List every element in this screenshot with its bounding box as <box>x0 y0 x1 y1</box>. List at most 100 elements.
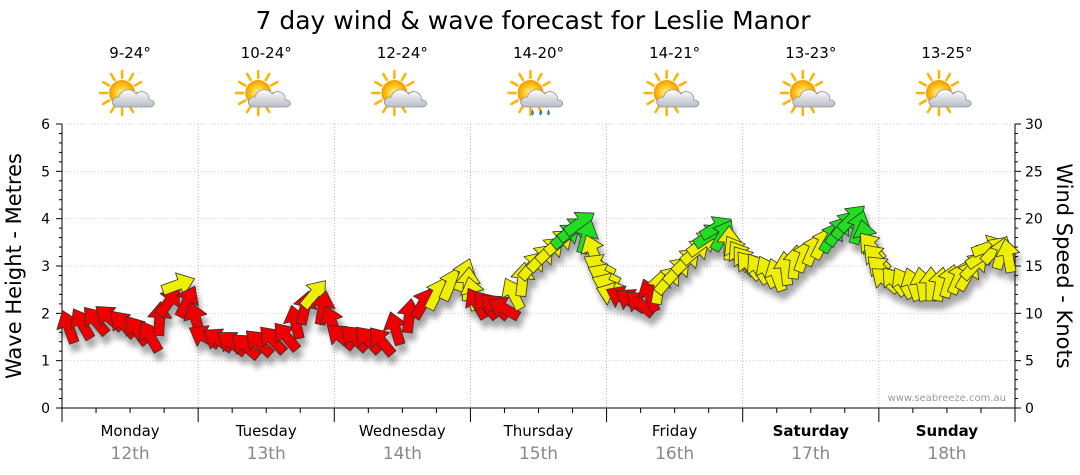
sun-ray <box>654 104 661 114</box>
sun-ray <box>237 99 247 106</box>
tick-label: 0 <box>41 401 50 417</box>
wind-arrow <box>84 307 111 338</box>
sun-ray <box>245 72 252 82</box>
wind-arrow <box>488 296 522 322</box>
day-label: Thursday <box>503 422 574 440</box>
tick-label: 10 <box>1025 306 1043 322</box>
day-label: Friday <box>652 422 698 440</box>
rain-drop <box>531 109 534 116</box>
sun-ray <box>926 72 933 82</box>
temperature-range: 14-20° <box>513 44 564 62</box>
sun-ray <box>109 72 116 82</box>
wind-arrow <box>231 334 262 362</box>
sun-ray <box>406 80 415 87</box>
sun-ray <box>790 72 797 82</box>
x-axis-ticks <box>61 408 1016 422</box>
sun-ray <box>782 99 792 106</box>
cloud-shape <box>792 89 836 108</box>
partly-cloudy-icon <box>643 69 700 117</box>
date-label: 17th <box>791 444 830 464</box>
day-label: Sunday <box>916 422 979 440</box>
tick-label: 1 <box>41 354 50 370</box>
sun-ray <box>945 72 952 82</box>
sun-ray <box>510 99 519 106</box>
cloud-shape <box>520 89 564 108</box>
date-label: 14th <box>383 444 422 464</box>
date-label: 15th <box>519 444 558 464</box>
tick-label: 5 <box>41 164 50 180</box>
tick-label: 30 <box>1025 117 1043 133</box>
sun-ray <box>510 80 519 87</box>
sun-ray <box>518 104 525 114</box>
partly-cloudy-icon <box>915 69 972 117</box>
temperature-range: 10-24° <box>241 44 292 62</box>
sun-ray <box>926 104 933 114</box>
day-label: Tuesday <box>235 422 297 440</box>
wind-arrows <box>56 205 1021 362</box>
date-label: 13th <box>247 444 286 464</box>
sun-ray <box>654 72 661 82</box>
y-axis-right-label: Wind Speed - Knots <box>1052 163 1076 368</box>
tick-label: 25 <box>1025 164 1043 180</box>
partly-cloudy-icon <box>371 69 427 117</box>
wind-arrow <box>299 280 326 311</box>
sun-ray <box>814 80 824 87</box>
wind-arrow <box>995 238 1021 274</box>
wind-arrow <box>245 330 275 359</box>
cloud-shape <box>656 89 700 108</box>
sun-ray <box>809 72 816 82</box>
temperature-range: 13-25° <box>921 44 972 62</box>
partly-cloudy-icon <box>234 69 291 117</box>
sun-ray <box>374 80 383 87</box>
weather-row: 9-24° 10-24° 12-24° 14-20° 14-21° 13-23° 13-25… <box>98 44 972 117</box>
cloud-shape <box>247 89 291 108</box>
sun-ray <box>245 104 252 114</box>
y-axis-left-label: Wave Height - Metres <box>2 153 26 379</box>
wind-arrow <box>160 272 196 296</box>
sun-ray <box>678 80 687 87</box>
sun-ray <box>400 72 407 82</box>
wind-arrow <box>383 311 407 347</box>
credit-text: www.seabreeze.com.au <box>888 393 1006 404</box>
sun-ray <box>782 80 792 87</box>
tick-label: 6 <box>41 117 50 133</box>
tick-label: 0 <box>1025 401 1034 417</box>
sun-ray <box>790 104 797 114</box>
sun-ray <box>382 104 389 114</box>
wind-arrow <box>154 287 180 319</box>
sun-ray <box>101 99 111 106</box>
temperature-range: 14-21° <box>649 44 700 62</box>
sun-ray <box>646 99 655 106</box>
wind-arrow <box>369 327 397 358</box>
date-label: 12th <box>111 444 150 464</box>
day-labels: Monday 12th Tuesday 13th Wednesday 14th Thursd… <box>100 422 978 464</box>
sun-ray <box>374 99 383 106</box>
sun-ray <box>536 72 543 82</box>
cloud-shape <box>111 89 155 108</box>
day-label: Wednesday <box>359 422 446 440</box>
date-label: 18th <box>927 444 966 464</box>
sun-ray <box>237 80 247 87</box>
sun-ray <box>382 72 389 82</box>
sun-ray <box>518 72 525 82</box>
temperature-range: 12-24° <box>377 44 428 62</box>
right-axis-ticks: 0 5 10 15 20 25 30 <box>1015 117 1043 417</box>
sun-ray <box>542 80 551 87</box>
tick-label: 15 <box>1025 259 1043 275</box>
temperature-range: 9-24° <box>109 44 151 62</box>
tick-label: 5 <box>1025 354 1034 370</box>
cloud-shape <box>928 89 972 108</box>
sun-ray <box>109 104 116 114</box>
sun-ray <box>264 72 271 82</box>
sun-ray <box>128 72 135 82</box>
temperature-range: 13-23° <box>785 44 836 62</box>
tick-label: 3 <box>41 259 50 275</box>
sun-ray <box>672 72 679 82</box>
axes: 0 1 2 3 4 5 6 0 5 10 15 20 25 30 <box>41 117 1043 422</box>
sun-ray <box>918 99 928 106</box>
sun-ray <box>101 80 111 87</box>
sun-ray <box>950 80 960 87</box>
day-label: Monday <box>100 422 159 440</box>
chart-title: 7 day wind & wave forecast for Leslie Ma… <box>256 6 812 35</box>
